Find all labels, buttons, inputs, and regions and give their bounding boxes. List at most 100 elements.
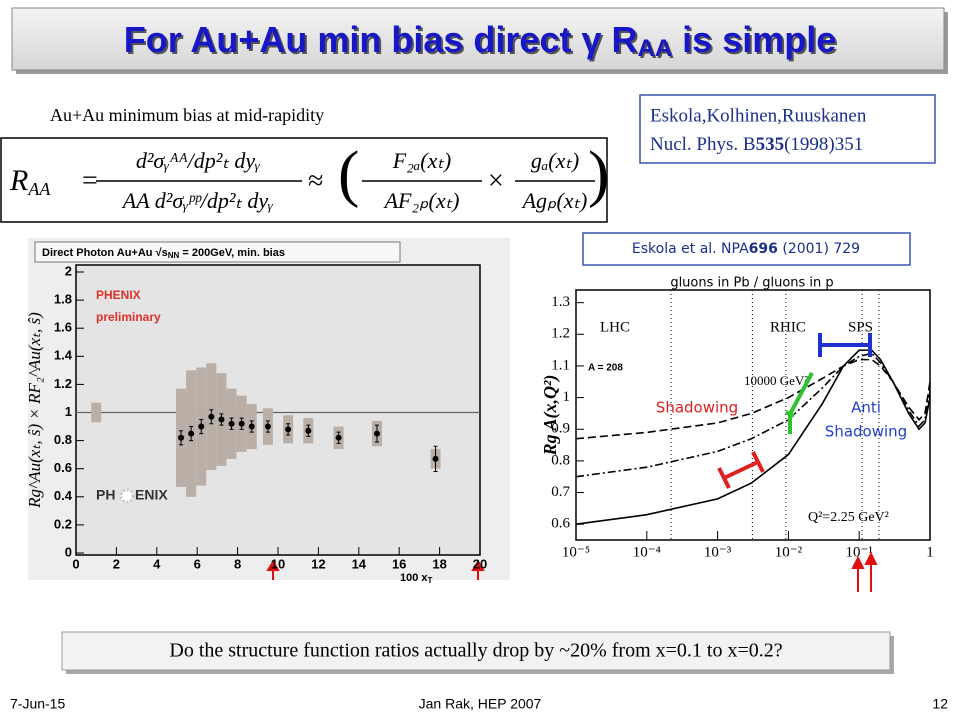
- data-point: [208, 413, 215, 420]
- data-point: [305, 427, 312, 434]
- question-box: [61, 631, 891, 671]
- data-point: [264, 423, 271, 430]
- arrow-head: [851, 555, 865, 569]
- x-tick-label: 10⁻¹: [845, 544, 872, 560]
- data-point: [188, 430, 195, 437]
- footer-page: 12: [932, 696, 948, 712]
- right-arrows: [851, 551, 878, 592]
- arrow-head: [864, 551, 878, 565]
- eq-sign: ×: [488, 165, 504, 196]
- right-y-label: Rg A(x,Q²): [540, 375, 561, 457]
- eq-paren: (: [338, 138, 359, 209]
- x-tick-label: 0: [72, 556, 79, 571]
- right-plot-area: [575, 289, 931, 541]
- left-label: preliminary: [96, 310, 161, 324]
- annotation: SPS: [848, 319, 873, 335]
- y-tick-label: 0.6: [54, 460, 72, 475]
- logo-text: ENIX: [135, 487, 168, 503]
- citation: Eskola et al. NPA696 (2001) 729: [632, 241, 860, 257]
- footer-date: 7-Jun-15: [10, 696, 65, 712]
- y-tick-label: 0.2: [54, 516, 72, 531]
- data-point: [335, 434, 342, 441]
- data-point: [432, 455, 439, 462]
- title: For Au+Au min bias direct γ RAA is simpl…: [124, 19, 837, 63]
- footer-author: Jan Rak, HEP 2007: [419, 696, 542, 712]
- left-plot-area: [75, 264, 481, 556]
- x-tick-label: 6: [194, 556, 201, 571]
- eq-den: Agₚ(xₜ): [521, 188, 588, 213]
- caption: Au+Au minimum bias at mid-rapidity: [50, 105, 324, 125]
- y-tick-label: 2: [65, 263, 72, 278]
- x-tick-label: 10⁻⁵: [562, 544, 590, 560]
- annotation: Shadowing: [656, 399, 738, 417]
- logo-sun: [119, 488, 135, 504]
- x-tick-label: 20: [473, 556, 487, 571]
- eq-num: gₐ(xₜ): [531, 148, 579, 173]
- citation-box: [582, 232, 911, 266]
- eq-num: F₂ₐ(xₜ): [392, 148, 451, 173]
- red-range: [717, 451, 765, 489]
- x-tick-label: 10⁻²: [775, 544, 803, 560]
- y-tick-label: 1.2: [551, 326, 570, 342]
- curve: [575, 349, 931, 525]
- y-tick-label: 0.9: [551, 421, 570, 437]
- x-tick-label: 18: [432, 556, 446, 571]
- y-tick-label: 0.8: [54, 432, 72, 447]
- arrow-head: [266, 560, 280, 571]
- curve: [575, 352, 931, 478]
- norm-box: [91, 402, 102, 423]
- equation: RAA = d²σᵧᴬᴬ/dp²ₜ dyᵧ AA d²σᵧᵖᵖ/dp²ₜ dyᵧ…: [9, 138, 609, 213]
- y-tick-label: 0.7: [551, 484, 570, 500]
- right-title: gluons in Pb / gluons in p: [670, 276, 833, 291]
- y-tick-label: 1.8: [54, 292, 72, 307]
- annotation: LHC: [600, 319, 630, 335]
- x-tick-label: 10⁻⁴: [633, 544, 661, 560]
- y-tick-label: 0: [65, 544, 72, 559]
- data-point: [373, 430, 380, 437]
- x-tick-label: 12: [311, 556, 325, 571]
- annotation: Q²=2.25 GeV²: [808, 510, 889, 525]
- x-tick-label: 10⁻³: [704, 544, 732, 560]
- data-point: [228, 420, 235, 427]
- data-point: [285, 426, 292, 433]
- y-tick-label: 1.2: [54, 376, 72, 391]
- x-tick-label: 2: [113, 556, 120, 571]
- eq-sign: =: [82, 165, 98, 196]
- y-tick-label: 1.1: [551, 357, 570, 373]
- x-tick-label: 1: [926, 544, 934, 560]
- x-tick-label: 8: [234, 556, 241, 571]
- blue-range: [818, 333, 872, 357]
- y-tick-label: 1: [563, 389, 571, 405]
- reference-box: [639, 94, 936, 164]
- annotation: RHIC: [770, 319, 806, 335]
- arrow-head: [471, 560, 485, 571]
- left-marks: 00.20.40.60.811.21.41.61.820 2 4 6 8 10 12 14 16…: [54, 263, 487, 571]
- data-point: [248, 423, 255, 430]
- y-tick-label: 1.3: [551, 294, 570, 310]
- left-arrows: [266, 560, 485, 580]
- eq-den: AF₂ₚ(xₜ): [383, 188, 460, 213]
- data-point: [178, 434, 185, 441]
- eq-lhs: RAA: [9, 164, 51, 199]
- green-range: [785, 372, 814, 434]
- x-tick-label: 14: [352, 556, 367, 571]
- y-tick-label: 1.6: [54, 320, 72, 335]
- right-marks: 0.6 0.7 0.8 0.9 1 1.1 1.2 1.3 10⁻⁵ 10⁻⁴ 10⁻³ 10⁻² 10…: [551, 290, 934, 560]
- annotation: Shadowing: [825, 423, 907, 441]
- y-tick-label: 0.8: [551, 452, 570, 468]
- left-x-label: 100 xT: [400, 572, 433, 585]
- data-point: [198, 423, 205, 430]
- x-tick-label: 16: [392, 556, 406, 571]
- logo-text: PH: [96, 487, 115, 503]
- y-tick-label: 1.4: [54, 348, 73, 363]
- left-y-label: Rg^Au(xₜ, ŝ) × RF₂^Au(xₜ, ŝ): [25, 312, 44, 509]
- reference-line: Eskola,Kolhinen,Ruuskanen: [650, 105, 867, 126]
- annotation: 10000 GeV²: [744, 373, 808, 388]
- title-shadow-text: For Au+Au min bias direct γ RAA is simpl…: [126, 21, 839, 65]
- data-point: [218, 416, 225, 423]
- y-tick-label: 0.4: [54, 488, 73, 503]
- reference-line: Nucl. Phys. B535(1998)351: [650, 134, 863, 155]
- y-tick-label: 0.6: [551, 516, 570, 532]
- question: Do the structure function ratios actuall…: [169, 640, 782, 662]
